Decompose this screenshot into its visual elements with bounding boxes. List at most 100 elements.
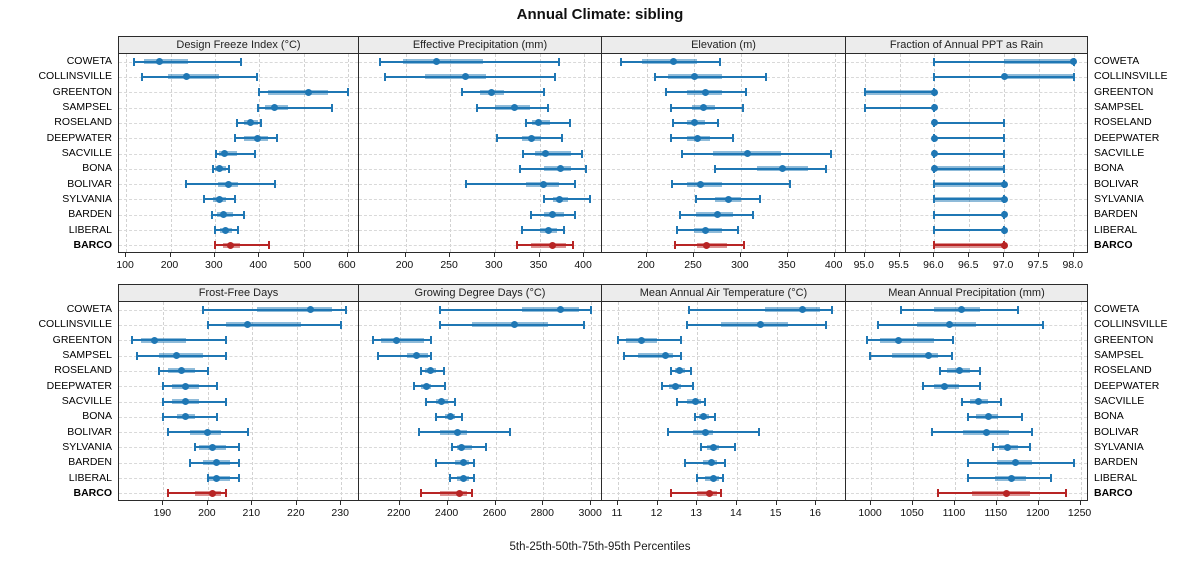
whisker-cap-high xyxy=(571,241,574,250)
median-dot xyxy=(924,352,932,360)
axis-tick-label: 210 xyxy=(242,507,261,519)
median-dot xyxy=(461,73,469,81)
whisker-cap-low xyxy=(684,458,687,467)
whisker-cap-high xyxy=(472,458,475,467)
whisker-cap-high xyxy=(443,366,445,375)
axis-tick xyxy=(953,501,955,505)
whisker-cap-low xyxy=(133,57,136,66)
whisker-cap-high xyxy=(233,195,236,204)
v-gridline xyxy=(584,54,586,252)
median-dot xyxy=(213,459,221,467)
median-dot xyxy=(707,459,715,467)
median-dot xyxy=(1000,226,1008,234)
whisker-cap-high xyxy=(720,489,722,498)
whisker-cap-high xyxy=(742,241,745,250)
axis-tick xyxy=(775,501,777,505)
whisker-cap-high xyxy=(680,336,683,345)
axis-tick xyxy=(968,253,970,257)
median-dot xyxy=(539,180,547,188)
axis-tick xyxy=(346,253,348,257)
whisker-cap-high xyxy=(568,118,571,127)
axis-tick-label: 95.0 xyxy=(853,259,875,271)
h-gridline xyxy=(602,416,845,418)
median-dot xyxy=(1008,474,1016,482)
v-gridline xyxy=(303,54,305,252)
axis-tick xyxy=(404,253,406,257)
median-dot xyxy=(433,58,441,66)
whisker-cap-high xyxy=(429,351,432,360)
percentile-whisker xyxy=(435,461,474,464)
whisker-cap-low xyxy=(676,226,679,235)
whisker-cap-high xyxy=(752,210,755,219)
percentile-box xyxy=(864,89,935,95)
whisker-cap-high xyxy=(242,210,245,219)
median-dot xyxy=(392,336,400,344)
h-gridline xyxy=(359,245,601,247)
median-dot xyxy=(510,104,518,112)
h-gridline xyxy=(119,386,358,388)
whisker-cap-high xyxy=(714,412,717,421)
axis-tick-label: 1200 xyxy=(1026,507,1050,519)
h-gridline xyxy=(846,340,1087,342)
percentile-box xyxy=(440,490,467,496)
axis-tick xyxy=(1037,253,1039,257)
median-dot xyxy=(459,474,467,482)
median-dot xyxy=(271,104,279,112)
whisker-cap-low xyxy=(700,443,703,452)
whisker-cap-low xyxy=(713,164,716,173)
whisker-cap-low xyxy=(933,210,936,219)
axis-tick xyxy=(1079,501,1081,505)
whisker-cap-low xyxy=(516,241,519,250)
median-dot xyxy=(713,211,721,219)
axis-tick-label: 1100 xyxy=(942,507,966,519)
median-dot xyxy=(691,119,699,127)
whisker-cap-high xyxy=(757,428,760,437)
percentile-legend: 5th-25th-50th-75th-95th Percentiles xyxy=(509,541,691,553)
v-gridline xyxy=(543,302,545,500)
axis-tick-label: 98.0 xyxy=(1062,259,1083,271)
whisker-cap-low xyxy=(377,351,380,360)
whisker-cap-high xyxy=(246,428,249,437)
axis-tick-label: 200 xyxy=(395,259,414,271)
v-gridline xyxy=(1080,302,1082,500)
whisker-cap-low xyxy=(991,443,994,452)
whisker-cap-low xyxy=(417,428,420,437)
percentile-box xyxy=(440,429,467,435)
whisker-cap-low xyxy=(135,351,138,360)
station-label-right: DEEPWATER xyxy=(1094,131,1160,144)
h-gridline xyxy=(359,401,601,403)
h-gridline xyxy=(846,107,1087,109)
whisker-cap-low xyxy=(213,226,216,235)
axis-tick-label: 400 xyxy=(824,259,843,271)
median-dot xyxy=(215,195,223,203)
whisker-cap-low xyxy=(664,88,667,97)
median-dot xyxy=(697,180,704,188)
percentile-box xyxy=(268,89,328,95)
axis-tick-label: 96.0 xyxy=(923,259,944,271)
v-gridline xyxy=(1038,302,1040,500)
axis-tick-label: 300 xyxy=(205,259,223,271)
median-dot xyxy=(690,73,698,81)
whisker-cap-low xyxy=(688,305,691,314)
median-dot xyxy=(702,241,710,249)
whisker-cap-high xyxy=(574,180,577,189)
median-dot xyxy=(487,88,495,96)
axis-tick xyxy=(646,253,647,257)
whisker-cap-low xyxy=(475,103,478,112)
whisker-cap-low xyxy=(922,382,925,391)
percentile-whisker xyxy=(689,308,833,311)
whisker-cap-low xyxy=(960,397,963,406)
whisker-cap-high xyxy=(346,88,349,97)
whisker-cap-low xyxy=(966,474,969,483)
station-label-right: SYLVANIA xyxy=(1094,192,1144,205)
median-dot xyxy=(705,489,713,497)
whisker-cap-low xyxy=(666,428,669,437)
h-gridline xyxy=(359,355,601,357)
median-dot xyxy=(699,413,707,421)
percentile-box xyxy=(1004,74,1074,80)
median-dot xyxy=(182,73,190,81)
whisker-cap-low xyxy=(166,428,169,437)
whisker-cap-high xyxy=(1016,305,1019,314)
median-dot xyxy=(182,382,190,390)
whisker-cap-high xyxy=(273,180,276,189)
